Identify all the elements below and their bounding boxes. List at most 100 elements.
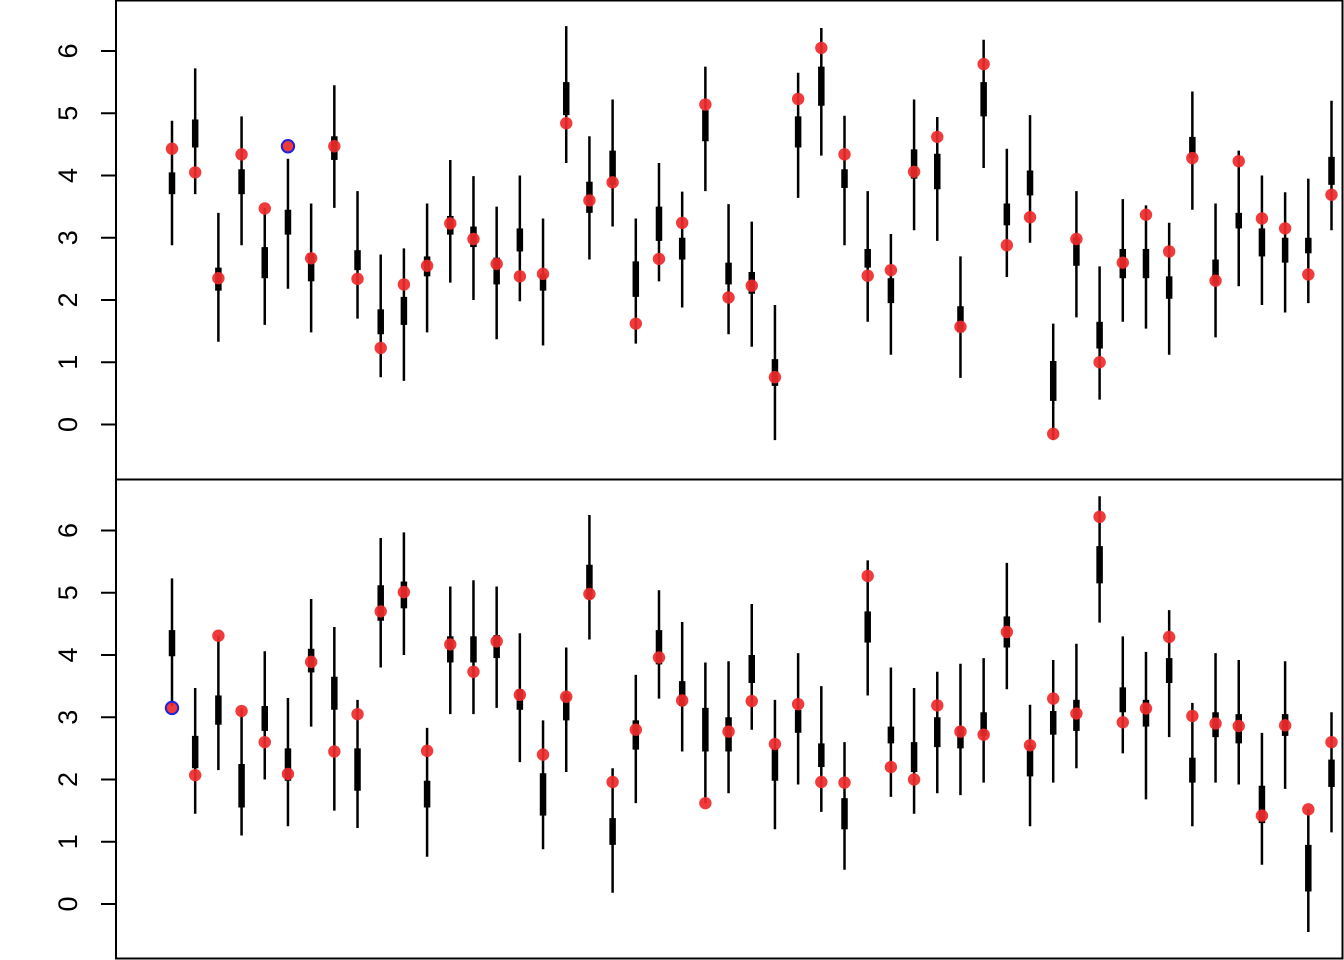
top-observed-point xyxy=(235,148,248,161)
bottom-observed-point xyxy=(791,697,805,711)
top-observed-point xyxy=(397,278,411,291)
bottom-observed-point xyxy=(235,704,248,718)
bottom-observed-point xyxy=(1162,630,1176,644)
top-y-axis: 0 1 2 3 4 5 6 xyxy=(53,43,116,432)
top-observed-point xyxy=(931,130,944,144)
bottom-y-axis: 0 1 2 3 4 5 6 xyxy=(53,523,116,912)
bottom-observed-point xyxy=(536,748,550,761)
bottom-y-tick-label: 4 xyxy=(53,647,83,662)
bottom-observed-point xyxy=(884,760,898,774)
bottom-observed-point xyxy=(606,775,619,789)
top-observed-point xyxy=(652,252,666,266)
bottom-observed-point xyxy=(1047,692,1060,705)
top-y-tick-label: 2 xyxy=(53,292,83,307)
top-y-tick-label: 0 xyxy=(53,417,83,432)
top-observed-point xyxy=(165,142,179,155)
bottom-observed-point xyxy=(1023,739,1037,752)
top-observed-point xyxy=(1162,245,1176,258)
bottom-observed-point xyxy=(745,694,758,708)
top-observed-point xyxy=(258,202,271,215)
top-observed-point xyxy=(444,217,457,230)
bottom-observed-point xyxy=(1139,702,1153,715)
bottom-observed-point xyxy=(1209,717,1222,730)
bottom-observed-point xyxy=(629,723,642,736)
top-y-tick-label: 6 xyxy=(53,43,83,58)
top-observed-point-outside xyxy=(280,139,296,154)
top-observed-point xyxy=(815,41,828,55)
bottom-observed-point xyxy=(861,569,874,583)
bottom-observed-point xyxy=(258,735,271,749)
bottom-observed-point xyxy=(397,585,411,599)
bottom-observed-point-outside xyxy=(164,700,180,716)
top-observed-point xyxy=(1255,212,1269,225)
top-observed-point xyxy=(374,341,387,355)
bottom-y-tick-label: 1 xyxy=(53,834,83,849)
top-panel: 0 1 2 3 4 5 6 xyxy=(53,0,1344,481)
top-observed-point xyxy=(768,370,782,384)
top-observed-point xyxy=(745,279,758,292)
bottom-panel: 0 1 2 3 4 5 6 xyxy=(53,478,1344,960)
top-observed-point xyxy=(1000,239,1014,252)
bottom-observed-point xyxy=(1302,803,1315,816)
bottom-observed-point xyxy=(977,728,990,741)
bottom-observed-point xyxy=(420,744,434,758)
top-observed-point xyxy=(188,166,202,179)
top-y-tick-label: 3 xyxy=(53,230,83,245)
bottom-observed-point xyxy=(699,796,712,810)
bottom-observed-point xyxy=(188,768,202,782)
top-observed-point xyxy=(1278,222,1292,235)
top-observed-point xyxy=(1325,188,1338,201)
bottom-observed-point xyxy=(212,629,225,642)
top-observed-point xyxy=(675,216,689,230)
bottom-observed-point xyxy=(281,767,295,781)
top-observed-point xyxy=(907,165,921,178)
top-y-tick-label: 1 xyxy=(53,355,83,370)
top-y-tick-label: 4 xyxy=(53,168,83,183)
bottom-marks xyxy=(164,496,1338,933)
bottom-y-tick-label: 0 xyxy=(53,896,83,911)
top-observed-point xyxy=(1047,427,1060,441)
bottom-observed-point xyxy=(1255,809,1269,822)
top-observed-point xyxy=(954,320,967,333)
top-observed-point xyxy=(861,269,874,282)
bottom-observed-point xyxy=(931,699,944,712)
top-observed-point xyxy=(884,263,898,277)
bottom-observed-point xyxy=(513,688,527,702)
bottom-observed-point xyxy=(722,725,735,738)
top-observed-point xyxy=(1139,208,1153,221)
top-observed-point xyxy=(606,176,619,189)
bottom-observed-point xyxy=(1325,735,1338,749)
top-observed-point xyxy=(1023,211,1037,224)
bottom-observed-point xyxy=(374,605,387,618)
top-observed-point xyxy=(1116,256,1129,269)
top-observed-point xyxy=(1070,232,1083,246)
top-observed-point xyxy=(1093,356,1106,369)
bottom-observed-point xyxy=(1093,510,1106,524)
bottom-y-tick-label: 6 xyxy=(53,523,83,538)
top-y-tick-label: 5 xyxy=(53,106,83,121)
bottom-observed-point xyxy=(444,638,457,651)
top-observed-point xyxy=(1232,154,1245,168)
top-observed-point xyxy=(351,272,364,286)
bottom-observed-point xyxy=(675,694,689,707)
bottom-observed-point xyxy=(351,707,364,721)
top-observed-point xyxy=(1209,274,1222,287)
top-observed-point xyxy=(629,317,642,330)
bottom-observed-point xyxy=(467,665,480,679)
bottom-observed-point xyxy=(1070,707,1083,720)
bottom-observed-point xyxy=(1000,625,1014,639)
bottom-panel-frame xyxy=(115,478,1344,960)
top-observed-point xyxy=(420,259,434,272)
bottom-y-tick-label: 3 xyxy=(53,710,83,725)
bottom-observed-point xyxy=(1278,719,1292,732)
top-observed-point xyxy=(560,117,573,130)
bottom-observed-point xyxy=(768,737,782,751)
bottom-observed-point xyxy=(490,635,503,648)
bottom-observed-point xyxy=(328,745,341,758)
top-observed-point xyxy=(791,92,805,106)
top-observed-point xyxy=(328,140,341,153)
top-observed-point xyxy=(536,267,550,281)
bottom-observed-point xyxy=(304,655,318,669)
top-observed-point xyxy=(1302,268,1315,281)
bottom-observed-point xyxy=(560,690,573,703)
